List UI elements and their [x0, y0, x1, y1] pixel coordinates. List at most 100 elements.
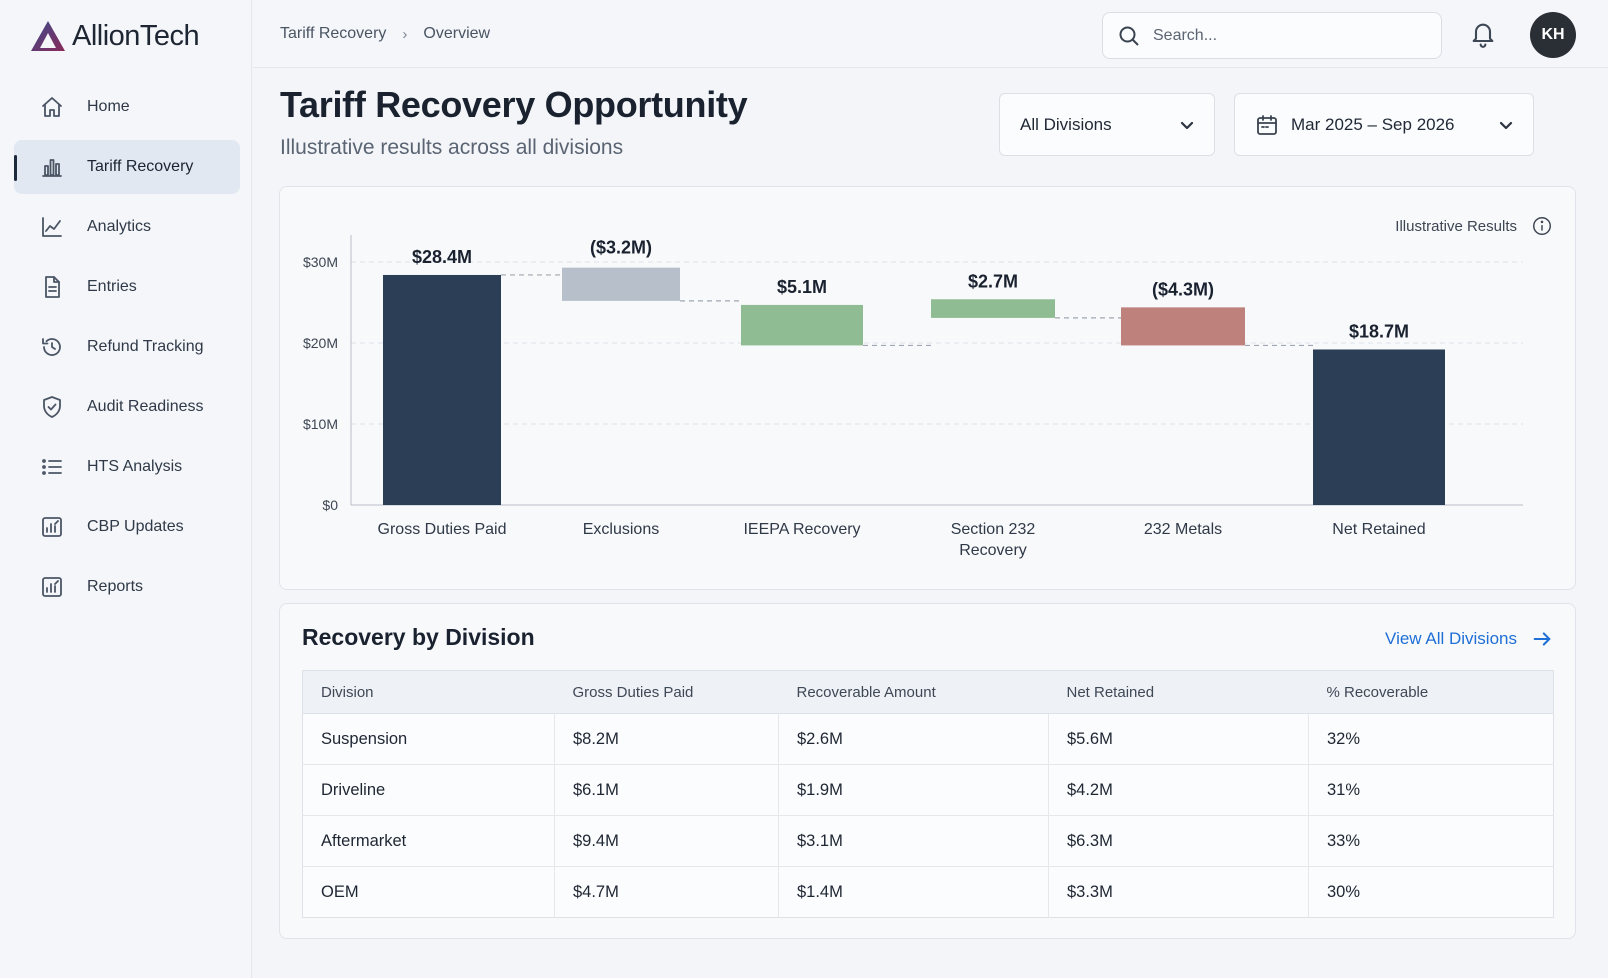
date-range-select[interactable]: Mar 2025 – Sep 2026 — [1234, 93, 1534, 156]
data-label: $18.7M — [1349, 321, 1409, 341]
breadcrumb-item[interactable]: Tariff Recovery — [280, 25, 387, 42]
sidebar-item-cbp-updates[interactable]: CBP Updates — [14, 500, 240, 554]
page-subtitle: Illustrative results across all division… — [280, 136, 624, 159]
sidebar-item-label: Entries — [87, 278, 137, 295]
data-label: ($4.3M) — [1152, 279, 1214, 299]
table-cell: $6.1M — [554, 764, 779, 816]
x-tick-label: Recovery — [959, 542, 1027, 559]
app-logo[interactable]: AllionTech — [30, 18, 200, 54]
illustrative-label: Illustrative Results — [1395, 217, 1517, 235]
sidebar-item-refund-tracking[interactable]: Refund Tracking — [14, 320, 240, 374]
app-name: AllionTech — [72, 19, 200, 52]
sidebar-item-analytics[interactable]: Analytics — [14, 200, 240, 254]
table-cell: $3.3M — [1048, 866, 1309, 918]
division-select[interactable]: All Divisions — [999, 93, 1215, 156]
waterfall-bar — [562, 267, 680, 301]
table-cell: Driveline — [302, 764, 555, 816]
arrow-right-icon — [1533, 632, 1551, 646]
sidebar-item-home[interactable]: Home — [14, 80, 240, 134]
bar-chart-icon — [39, 154, 65, 180]
x-tick-label: Gross Duties Paid — [378, 521, 507, 538]
sidebar-item-hts-analysis[interactable]: HTS Analysis — [14, 440, 240, 494]
column-header[interactable]: Recoverable Amount — [778, 670, 1049, 714]
table-row[interactable]: Driveline $6.1M $1.9M $4.2M 31% — [302, 764, 1554, 816]
y-tick-label: $0 — [322, 497, 338, 513]
search-input[interactable] — [1153, 26, 1413, 45]
table-cell: $9.4M — [554, 815, 779, 867]
search-box[interactable] — [1102, 12, 1442, 59]
view-all-divisions-link[interactable]: View All Divisions — [1385, 628, 1553, 650]
waterfall-bar — [741, 304, 863, 346]
division-select-value: All Divisions — [1020, 114, 1112, 134]
table-cell: $1.4M — [778, 866, 1049, 918]
table-row[interactable]: Aftermarket $9.4M $3.1M $6.3M 33% — [302, 815, 1554, 867]
column-header[interactable]: Division — [302, 670, 555, 714]
sidebar-nav: Home Tariff Recovery Analytics Entries R… — [14, 80, 240, 620]
column-header[interactable]: % Recoverable — [1308, 670, 1554, 714]
x-tick-label: IEEPA Recovery — [743, 521, 860, 538]
x-tick-label: Section 232 — [951, 521, 1036, 538]
sidebar-item-label: HTS Analysis — [87, 458, 183, 475]
column-header[interactable]: Net Retained — [1048, 670, 1309, 714]
sidebar: AllionTech Home Tariff Recovery Analytic… — [0, 0, 252, 978]
sidebar-item-label: CBP Updates — [87, 518, 184, 535]
sidebar-item-label: Reports — [87, 578, 144, 595]
info-icon[interactable] — [1531, 215, 1553, 237]
table-cell: $1.9M — [778, 764, 1049, 816]
chevron-right-icon: › — [402, 25, 408, 43]
date-range-value: Mar 2025 – Sep 2026 — [1291, 114, 1455, 134]
chevron-down-icon — [1178, 116, 1196, 134]
y-tick-label: $20M — [303, 335, 338, 351]
table-cell: $8.2M — [554, 713, 779, 765]
sidebar-item-entries[interactable]: Entries — [14, 260, 240, 314]
chevron-down-icon — [1497, 116, 1515, 134]
waterfall-bar — [1313, 349, 1445, 505]
table-cell: 30% — [1327, 882, 1361, 901]
page-title: Tariff Recovery Opportunity — [280, 84, 748, 125]
recovery-table-card: Recovery by Division View All Divisions … — [279, 603, 1576, 939]
sidebar-item-label: Analytics — [87, 218, 152, 235]
sidebar-item-audit-readiness[interactable]: Audit Readiness — [14, 380, 240, 434]
calendar-icon — [1255, 113, 1279, 137]
table-cell: Aftermarket — [302, 815, 555, 867]
avatar[interactable]: KH — [1530, 12, 1576, 58]
table-title: Recovery by Division — [302, 624, 535, 650]
table-cell: 31% — [1308, 764, 1554, 816]
notification-bell-icon[interactable] — [1469, 20, 1499, 50]
waterfall-chart: $0 $10M $20M $30M $28.4M ($3.2M) $5.1M $2.7M ($4… — [303, 235, 1523, 559]
sidebar-item-label: Refund Tracking — [87, 338, 204, 355]
table-row[interactable]: Suspension $8.2M $2.6M $5.6M 32% — [302, 713, 1554, 765]
top-bar: Tariff Recovery › Overview KH — [253, 0, 1608, 68]
column-header[interactable]: Gross Duties Paid — [554, 670, 779, 714]
waterfall-bar — [931, 299, 1055, 318]
x-tick-label: 232 Metals — [1144, 521, 1222, 538]
home-icon — [39, 94, 65, 120]
table-cell: OEM — [302, 866, 555, 918]
table-row[interactable]: OEM $4.7M $1.4M $3.3M 30% — [302, 866, 1554, 918]
list-icon — [39, 454, 65, 480]
sidebar-item-label: Audit Readiness — [87, 398, 204, 415]
waterfall-bar — [1121, 307, 1245, 346]
waterfall-chart-card: Illustrative Results $0 $10M $20M $30M $28.4… — [279, 186, 1576, 590]
table-cell: $2.6M — [778, 713, 1049, 765]
table-cell: $6.3M — [1048, 815, 1309, 867]
table-header-row: Division Gross Duties Paid Recoverable A… — [302, 670, 1554, 714]
waterfall-bar — [383, 274, 501, 505]
table-cell: 33% — [1308, 815, 1554, 867]
breadcrumb: Tariff Recovery › Overview — [280, 25, 490, 43]
sidebar-item-reports[interactable]: Reports — [14, 560, 240, 614]
view-all-label: View All Divisions — [1385, 629, 1517, 648]
history-icon — [39, 334, 65, 360]
search-icon — [1119, 26, 1139, 46]
sidebar-item-label: Tariff Recovery — [87, 158, 194, 175]
line-chart-icon — [39, 214, 65, 240]
sidebar-item-tariff-recovery[interactable]: Tariff Recovery — [14, 140, 240, 194]
breadcrumb-item: Overview — [423, 25, 491, 42]
document-icon — [39, 274, 65, 300]
data-label: $5.1M — [777, 277, 827, 297]
data-label: ($3.2M) — [590, 238, 652, 258]
sidebar-item-label: Home — [87, 98, 130, 115]
logo-mark-icon — [31, 21, 65, 51]
table-cell: $4.2M — [1048, 764, 1309, 816]
report-chart-icon — [39, 574, 65, 600]
